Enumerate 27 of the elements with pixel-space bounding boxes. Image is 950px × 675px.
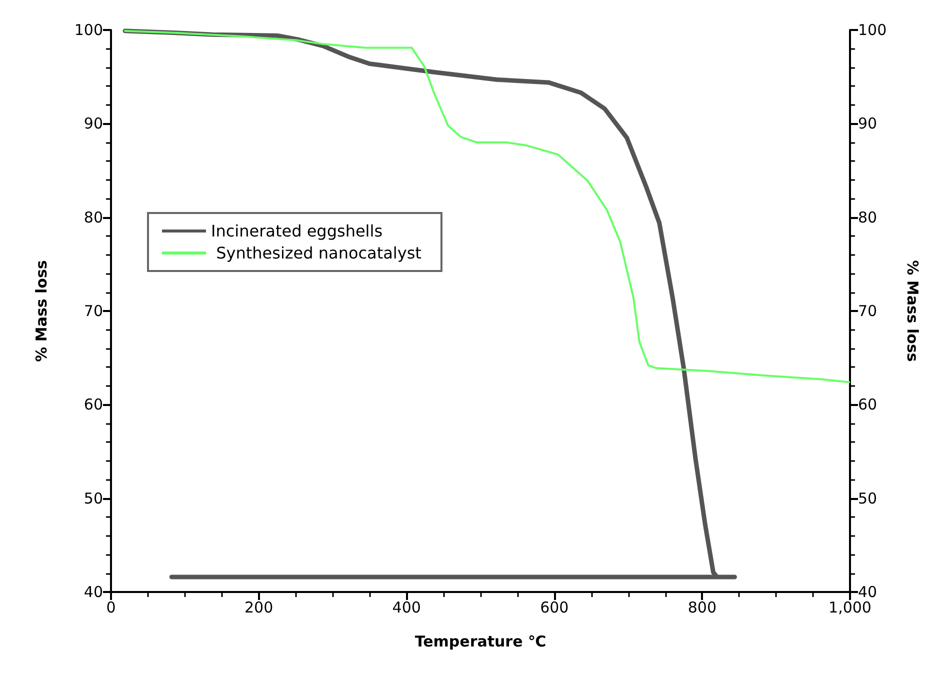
- line-series: [124, 30, 850, 384]
- y-axis-title: % Mass loss: [32, 260, 50, 362]
- y-tick-label: 100: [74, 21, 103, 39]
- line-series: [122, 28, 737, 580]
- y2-tick-label: 50: [858, 489, 878, 508]
- x-tick-label: 600: [540, 598, 569, 616]
- y2-tick-label: 60: [858, 396, 878, 414]
- x-tick-label: 0: [106, 598, 116, 616]
- x-tick-label: 400: [392, 598, 421, 616]
- y-tick-label: 70: [84, 302, 103, 320]
- y2-tick-label: 80: [858, 208, 878, 226]
- y2-tick-label: 100: [858, 21, 887, 39]
- legend-label: Incinerated eggshells: [211, 222, 383, 240]
- legend-label: Synthesized nanocatalyst: [211, 244, 422, 262]
- x-tick-label: 200: [244, 598, 274, 616]
- x-tick-label: 1,000: [828, 598, 872, 616]
- y2-tick-label: 70: [858, 302, 878, 320]
- y2-axis-title: % Mass loss: [904, 260, 922, 362]
- y-tick-label: 90: [84, 114, 103, 133]
- y-tick-label: 50: [84, 489, 103, 508]
- y-tick-label: 80: [84, 208, 103, 226]
- x-tick-label: 800: [688, 598, 717, 616]
- y-tick-label: 60: [84, 396, 103, 414]
- y2-tick-label: 90: [858, 114, 878, 133]
- x-axis-title: Temperature ℃: [414, 632, 546, 650]
- y2-tick-label: 40: [858, 583, 878, 601]
- y-tick-label: 40: [84, 583, 103, 601]
